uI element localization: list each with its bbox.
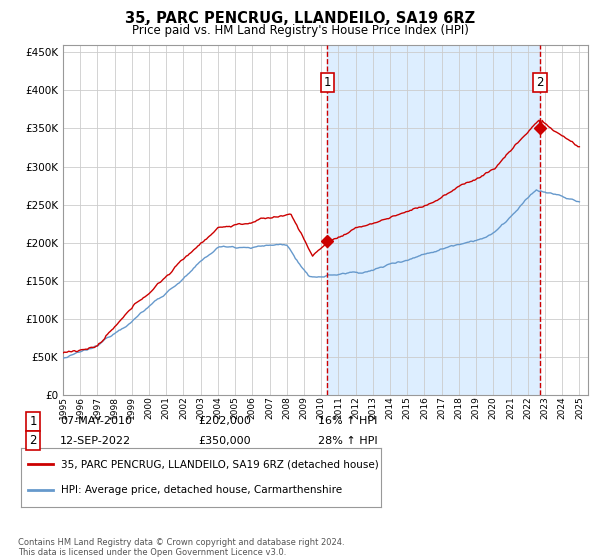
Text: 28% ↑ HPI: 28% ↑ HPI: [318, 436, 377, 446]
Text: 2: 2: [536, 76, 544, 90]
Text: 1: 1: [323, 76, 331, 90]
Text: 35, PARC PENCRUG, LLANDEILO, SA19 6RZ (detached house): 35, PARC PENCRUG, LLANDEILO, SA19 6RZ (d…: [61, 459, 379, 469]
Text: £202,000: £202,000: [198, 416, 251, 426]
Text: £350,000: £350,000: [198, 436, 251, 446]
Text: Contains HM Land Registry data © Crown copyright and database right 2024.
This d: Contains HM Land Registry data © Crown c…: [18, 538, 344, 557]
Text: 16% ↑ HPI: 16% ↑ HPI: [318, 416, 377, 426]
Text: HPI: Average price, detached house, Carmarthenshire: HPI: Average price, detached house, Carm…: [61, 486, 342, 496]
Bar: [327, 45, 540, 395]
Text: 12-SEP-2022: 12-SEP-2022: [60, 436, 131, 446]
Text: Price paid vs. HM Land Registry's House Price Index (HPI): Price paid vs. HM Land Registry's House …: [131, 24, 469, 36]
Text: 2: 2: [29, 434, 37, 447]
Text: 07-MAY-2010: 07-MAY-2010: [60, 416, 132, 426]
Text: 1: 1: [29, 414, 37, 428]
Text: 35, PARC PENCRUG, LLANDEILO, SA19 6RZ: 35, PARC PENCRUG, LLANDEILO, SA19 6RZ: [125, 11, 475, 26]
